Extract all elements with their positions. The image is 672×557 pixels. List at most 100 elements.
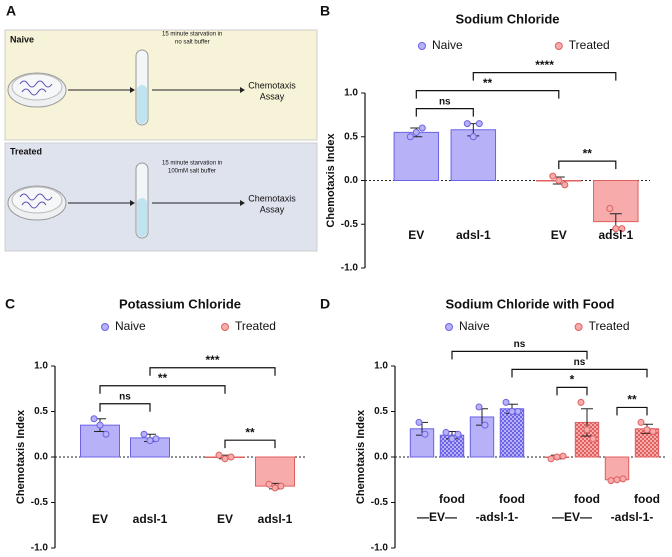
y-axis-label: Chemotaxis Index [325,133,337,228]
data-point [271,484,279,492]
panel-label: A [6,3,16,19]
bar [393,131,440,181]
data-point [96,421,104,429]
significance-label: *** [205,353,219,367]
y-axis-label: Chemotaxis Index [15,409,27,504]
significance-label: ns [119,391,131,402]
data-point [469,133,477,141]
significance-label: ** [245,425,255,439]
data-point [589,435,597,443]
group-label: -adsl-1- [611,510,654,524]
step-text: 15 minute starvation in [162,32,222,38]
legend-label: Treated [569,38,610,52]
y-tick-label: -0.5 [31,497,49,508]
legend-marker [418,42,426,50]
data-point [559,452,567,460]
data-point [442,428,450,436]
chart-title: Potassium Chloride [119,296,241,311]
step-text: no salt buffer [175,40,210,46]
step-text: 15 minute starvation in [162,161,222,167]
y-tick-label: 0.5 [34,406,48,417]
data-point [277,482,285,490]
legend-label: Treated [589,319,630,333]
significance-bracket [511,368,648,378]
result-text: Assay [260,204,285,214]
y-tick-label: -1.0 [341,263,359,274]
y-tick-label: 0.0 [344,175,358,186]
x-tick-label: adsl-1 [456,228,491,242]
data-point [454,430,462,438]
y-tick-label: -1.0 [371,543,389,554]
legend-marker [554,42,563,50]
data-point [514,408,522,415]
legend-marker [574,323,583,331]
significance-bracket [616,406,648,416]
data-point [618,225,626,233]
significance-label: ** [158,371,168,385]
y-axis-label: Chemotaxis Index [355,409,367,504]
data-point [649,428,657,436]
row-graphics [7,49,245,239]
data-point [415,418,423,426]
legend-label: Naive [459,319,490,333]
significance-bracket [556,386,588,396]
data-point [607,477,615,485]
data-point [102,430,110,438]
data-point [549,172,557,180]
data-point [475,403,483,411]
x-tick-label: food [499,492,525,506]
legend-marker [221,323,229,331]
x-tick-label: EV [551,228,567,242]
y-tick-label: -1.0 [31,543,49,554]
x-tick-label: food [634,492,660,506]
significance-label: ** [483,76,493,90]
data-point [475,120,483,128]
bar [499,408,525,458]
group-label: —EV— [417,510,457,524]
data-point [561,181,569,189]
significance-bracket [99,385,226,394]
significance-bracket [149,367,276,376]
legend-label: Treated [235,319,276,333]
data-point [421,430,429,438]
legend-marker [445,323,453,331]
y-tick-label: 1.0 [374,361,388,372]
x-tick-label: EV [92,512,108,526]
x-tick-label: EV [217,512,233,526]
data-point [265,480,273,488]
y-tick-label: 0.5 [374,406,388,417]
x-tick-label: adsl-1 [258,512,293,526]
row-name: Treated [10,146,42,156]
legend-label: Naive [115,319,146,333]
result-text: Chemotaxis [248,193,296,203]
data-point [555,177,563,184]
data-point [463,120,471,128]
significance-bracket [224,439,276,449]
data-point [502,398,510,406]
group-label: -adsl-1- [476,510,519,524]
y-tick-label: -0.5 [341,219,359,230]
data-point [619,475,627,483]
data-point [643,426,651,434]
y-tick-label: 0.0 [34,452,48,463]
data-point [152,435,160,443]
data-point [583,426,591,434]
data-point [418,124,426,132]
row-name: Naive [10,34,34,44]
significance-bracket [558,160,617,170]
legend-label: Naive [432,38,463,52]
x-tick-label: adsl-1 [598,228,633,242]
data-point [553,453,561,461]
y-tick-label: -0.5 [371,497,389,508]
data-point [637,418,645,426]
bar [255,456,295,487]
y-tick-label: 0.0 [374,452,388,463]
significance-label: ns [439,96,451,107]
significance-bracket [451,350,588,360]
significance-bracket [99,403,151,412]
y-tick-label: 0.5 [344,131,358,142]
data-point [508,408,516,415]
data-point [140,430,148,438]
data-point [406,133,414,141]
